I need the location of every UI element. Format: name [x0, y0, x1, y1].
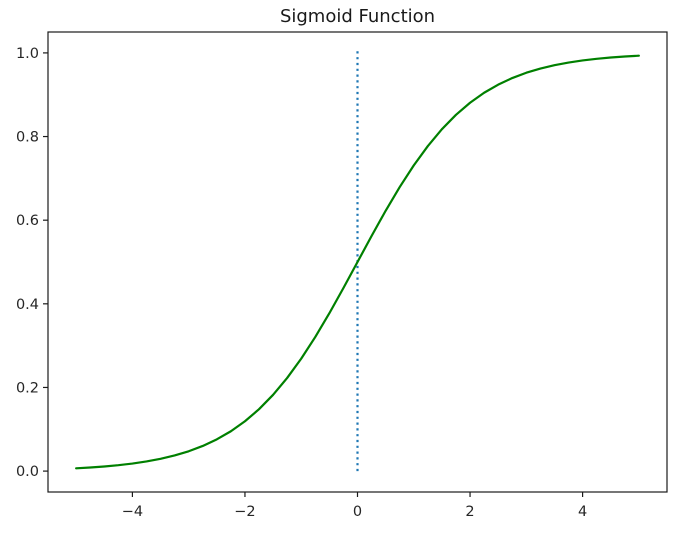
x-tick-label: 2: [465, 504, 474, 520]
x-tick-label: 4: [578, 504, 587, 520]
y-tick-label: 0.6: [16, 213, 39, 229]
y-tick-label: 0.8: [16, 130, 39, 146]
y-tick-label: 1.0: [16, 46, 39, 62]
x-tick-label: −2: [234, 504, 255, 520]
y-tick-label: 0.0: [16, 464, 39, 480]
x-tick-label: 0: [353, 504, 362, 520]
chart-title: Sigmoid Function: [279, 6, 436, 27]
x-tick-label: −4: [122, 504, 143, 520]
y-tick-label: 0.4: [16, 297, 39, 313]
y-tick-label: 0.2: [16, 380, 39, 396]
sigmoid-curve: [75, 54, 640, 470]
